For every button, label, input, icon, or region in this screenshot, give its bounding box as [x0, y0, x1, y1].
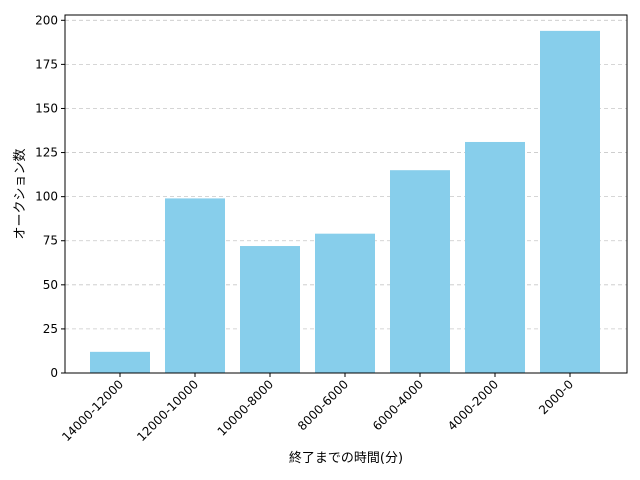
bars [90, 30, 600, 374]
x-tick-label: 6000-4000 [370, 377, 426, 433]
x-tick-label: 12000-10000 [134, 377, 201, 444]
bar-1 [165, 198, 225, 373]
y-tick-label: 100 [35, 190, 58, 204]
y-tick-label: 75 [43, 234, 58, 248]
x-tick-label: 10000-8000 [215, 377, 277, 439]
x-axis: 14000-12000 12000-10000 10000-8000 8000-600… [59, 373, 576, 444]
y-tick-label: 0 [50, 366, 58, 380]
bar-2 [240, 246, 300, 373]
y-tick-label: 50 [43, 278, 58, 292]
plot-frame [64, 14, 628, 374]
y-tick-label: 150 [35, 101, 58, 115]
y-tick-label: 200 [35, 13, 58, 27]
y-tick-label: 125 [35, 146, 58, 160]
bar-4 [390, 170, 450, 373]
bar-0 [90, 351, 150, 373]
y-axis-title: オークション数 [13, 148, 28, 239]
x-tick-label: 2000-0 [536, 377, 576, 417]
bar-5 [465, 141, 525, 373]
bar-3 [315, 233, 375, 373]
y-axis: 0 25 50 75 100 125 150 175 200 [35, 13, 65, 380]
y-tick-label: 25 [43, 322, 58, 336]
x-tick-label: 4000-2000 [445, 377, 501, 433]
x-tick-label: 14000-12000 [59, 377, 126, 444]
x-axis-title: 終了までの時間(分) [289, 450, 403, 466]
bar-6 [540, 30, 600, 374]
x-tick-label: 8000-6000 [295, 377, 351, 433]
y-tick-label: 175 [35, 57, 58, 71]
